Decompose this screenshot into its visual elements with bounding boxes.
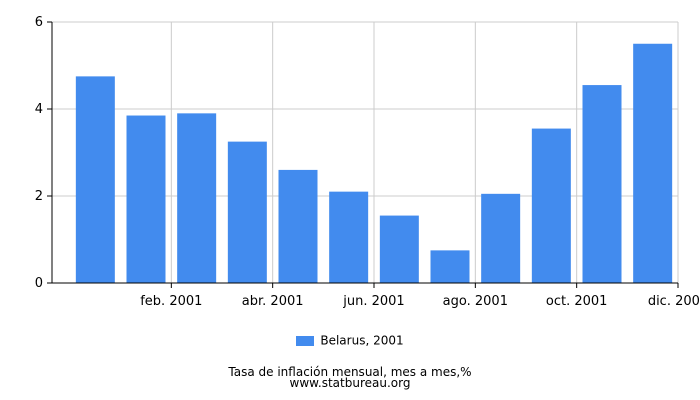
bar xyxy=(227,141,267,283)
bar xyxy=(582,85,622,283)
x-tick-label: abr. 2001 xyxy=(242,294,304,309)
legend-label: Belarus, 2001 xyxy=(320,333,404,348)
legend: Belarus, 2001 xyxy=(0,333,700,348)
x-tick-label: oct. 2001 xyxy=(546,294,608,309)
y-tick-label: 2 xyxy=(35,189,43,204)
x-tick-label: dic. 2001 xyxy=(648,294,700,309)
bar xyxy=(633,43,673,283)
x-tick-label: ago. 2001 xyxy=(443,294,508,309)
source-text: www.statbureau.org xyxy=(289,376,411,390)
legend-swatch xyxy=(296,335,315,346)
y-tick-label: 4 xyxy=(35,102,43,117)
bar xyxy=(531,128,571,283)
y-tick-label: 0 xyxy=(35,276,43,291)
x-tick-label: jun. 2001 xyxy=(342,294,404,309)
bar xyxy=(75,76,115,283)
bar xyxy=(329,191,369,283)
x-tick-label: feb. 2001 xyxy=(140,294,202,309)
y-tick-label: 6 xyxy=(35,15,43,30)
bar xyxy=(177,113,217,283)
bar xyxy=(430,250,470,283)
bar xyxy=(379,215,419,283)
bar xyxy=(278,169,318,283)
chart-title: Tasa de inflación mensual, mes a mes,% xyxy=(228,365,472,379)
bar xyxy=(481,193,521,283)
bar xyxy=(126,115,166,284)
